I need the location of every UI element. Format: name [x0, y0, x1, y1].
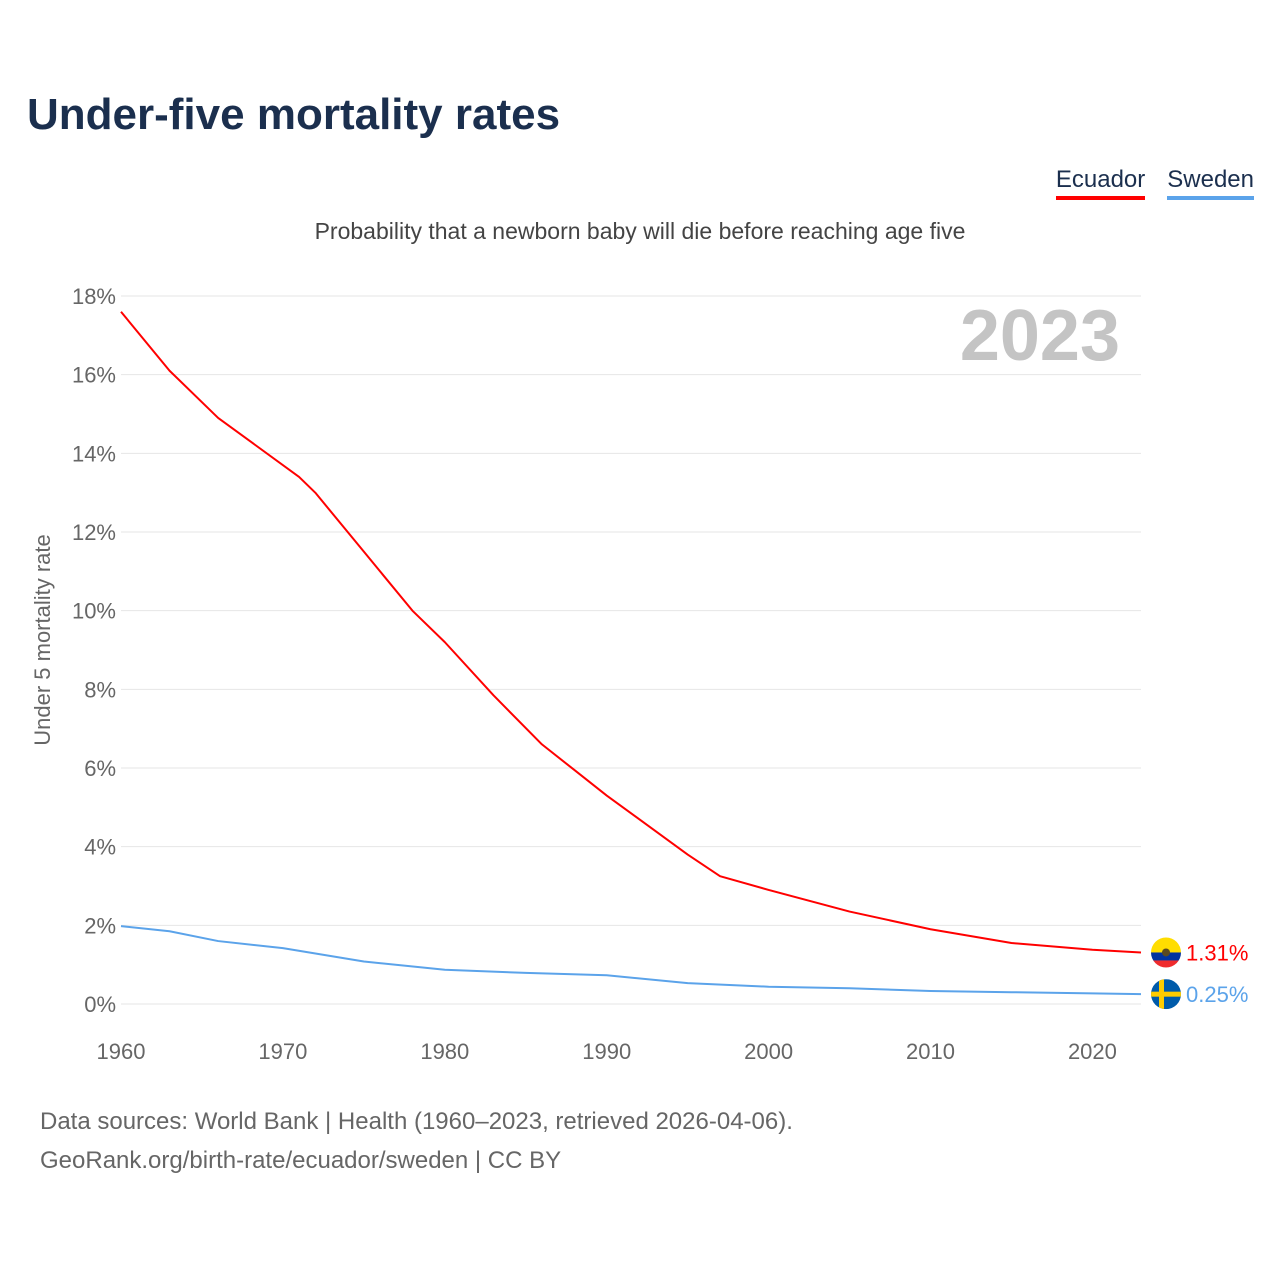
x-tick-label: 1960 [97, 1039, 146, 1064]
x-tick-label: 2010 [906, 1039, 955, 1064]
y-tick-label: 4% [84, 835, 116, 860]
sweden-flag-icon [1151, 979, 1181, 1010]
chart-subtitle: Probability that a newborn baby will die… [314, 218, 966, 244]
end-value-label-sweden: 0.25% [1186, 982, 1248, 1007]
x-tick-label: 2020 [1068, 1039, 1117, 1064]
y-tick-label: 2% [84, 913, 116, 938]
series-line-ecuador [120, 311, 1142, 954]
y-tick-label: 18% [72, 284, 116, 309]
x-tick-label: 2000 [744, 1039, 793, 1064]
end-value-label-ecuador: 1.31% [1186, 940, 1248, 965]
legend-item-sweden[interactable]: Sweden [1167, 166, 1254, 200]
y-tick-label: 6% [84, 756, 116, 781]
series-line-sweden [120, 925, 1142, 996]
x-tick-label: 1980 [420, 1039, 469, 1064]
ecuador-flag-icon [1151, 937, 1181, 968]
legend: Ecuador Sweden [1055, 166, 1254, 200]
y-tick-label: 14% [72, 441, 116, 466]
chart-title: Under-five mortality rates [27, 90, 561, 139]
y-axis-label: Under 5 mortality rate [30, 534, 55, 746]
data-source-note: Data sources: World Bank | Health (1960–… [40, 1108, 793, 1135]
y-tick-label: 0% [84, 992, 116, 1017]
y-tick-label: 10% [72, 599, 116, 624]
year-label: 2023 [960, 296, 1120, 376]
legend-item-ecuador[interactable]: Ecuador [1055, 166, 1146, 200]
source-link[interactable]: GeoRank.org/birth-rate/ecuador/sweden | … [40, 1147, 562, 1174]
y-tick-label: 16% [72, 363, 116, 388]
x-tick-label: 1970 [258, 1039, 307, 1064]
x-tick-label: 1990 [582, 1039, 631, 1064]
y-tick-label: 12% [72, 520, 116, 545]
y-tick-label: 8% [84, 677, 116, 702]
